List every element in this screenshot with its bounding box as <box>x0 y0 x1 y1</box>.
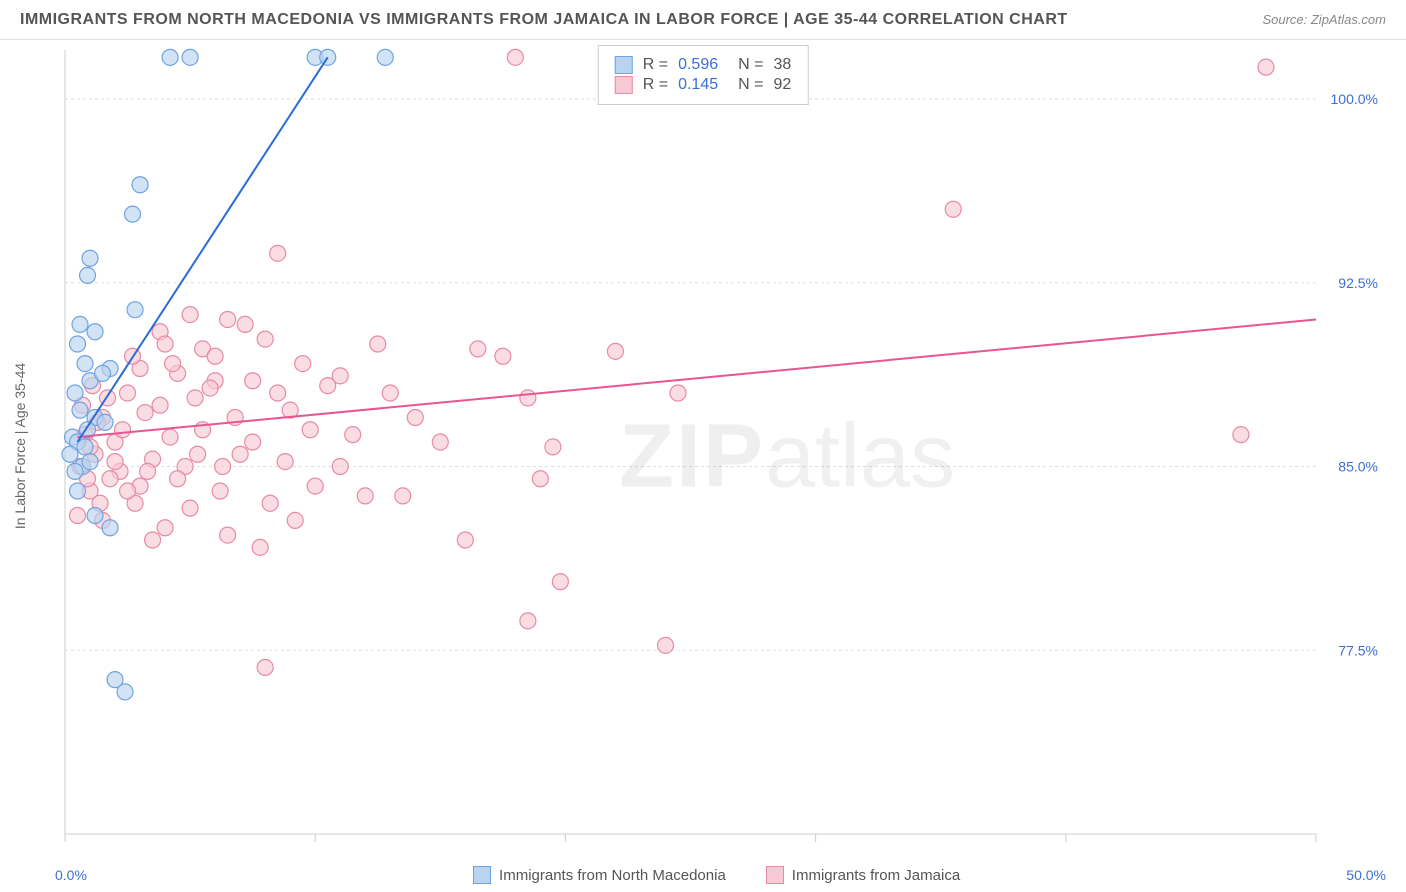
legend-label-b: Immigrants from Jamaica <box>792 867 960 884</box>
chart-header: IMMIGRANTS FROM NORTH MACEDONIA VS IMMIG… <box>0 0 1406 40</box>
swatch-series-a <box>615 56 633 74</box>
n-value-a: 38 <box>773 56 791 74</box>
r-value-a: 0.596 <box>678 56 718 74</box>
source-attribution: Source: ZipAtlas.com <box>1262 12 1386 27</box>
legend-swatch-b <box>766 866 784 884</box>
correlation-stats-box: R = 0.596 N = 38 R = 0.145 N = 92 <box>598 45 809 105</box>
x-axis-max-label: 50.0% <box>1346 867 1386 883</box>
legend-label-a: Immigrants from North Macedonia <box>499 867 726 884</box>
legend-item-b: Immigrants from Jamaica <box>766 866 960 884</box>
swatch-series-b <box>615 76 633 94</box>
bottom-legend: 0.0% Immigrants from North Macedonia Imm… <box>55 866 1386 884</box>
svg-text:ZIPatlas: ZIPatlas <box>619 407 955 507</box>
svg-text:77.5%: 77.5% <box>1338 642 1378 658</box>
legend-item-a: Immigrants from North Macedonia <box>473 866 726 884</box>
n-label: N = <box>738 76 763 94</box>
n-value-b: 92 <box>773 76 791 94</box>
chart-title: IMMIGRANTS FROM NORTH MACEDONIA VS IMMIG… <box>20 11 1068 29</box>
svg-text:100.0%: 100.0% <box>1331 91 1378 107</box>
stats-row-series-b: R = 0.145 N = 92 <box>615 76 792 94</box>
series-legend: Immigrants from North Macedonia Immigran… <box>473 866 960 884</box>
stats-row-series-a: R = 0.596 N = 38 <box>615 56 792 74</box>
x-axis-min-label: 0.0% <box>55 867 87 883</box>
chart-plot-area: 77.5% 85.0% 92.5% 100.0% ZIPatlas <box>55 40 1386 852</box>
svg-text:85.0%: 85.0% <box>1338 459 1378 475</box>
r-label: R = <box>643 56 668 74</box>
r-value-b: 0.145 <box>678 76 718 94</box>
legend-swatch-a <box>473 866 491 884</box>
y-axis-label: In Labor Force | Age 35-44 <box>12 363 28 529</box>
svg-text:92.5%: 92.5% <box>1338 275 1378 291</box>
n-label: N = <box>738 56 763 74</box>
r-label: R = <box>643 76 668 94</box>
chart-svg: 77.5% 85.0% 92.5% 100.0% ZIPatlas <box>55 40 1386 852</box>
